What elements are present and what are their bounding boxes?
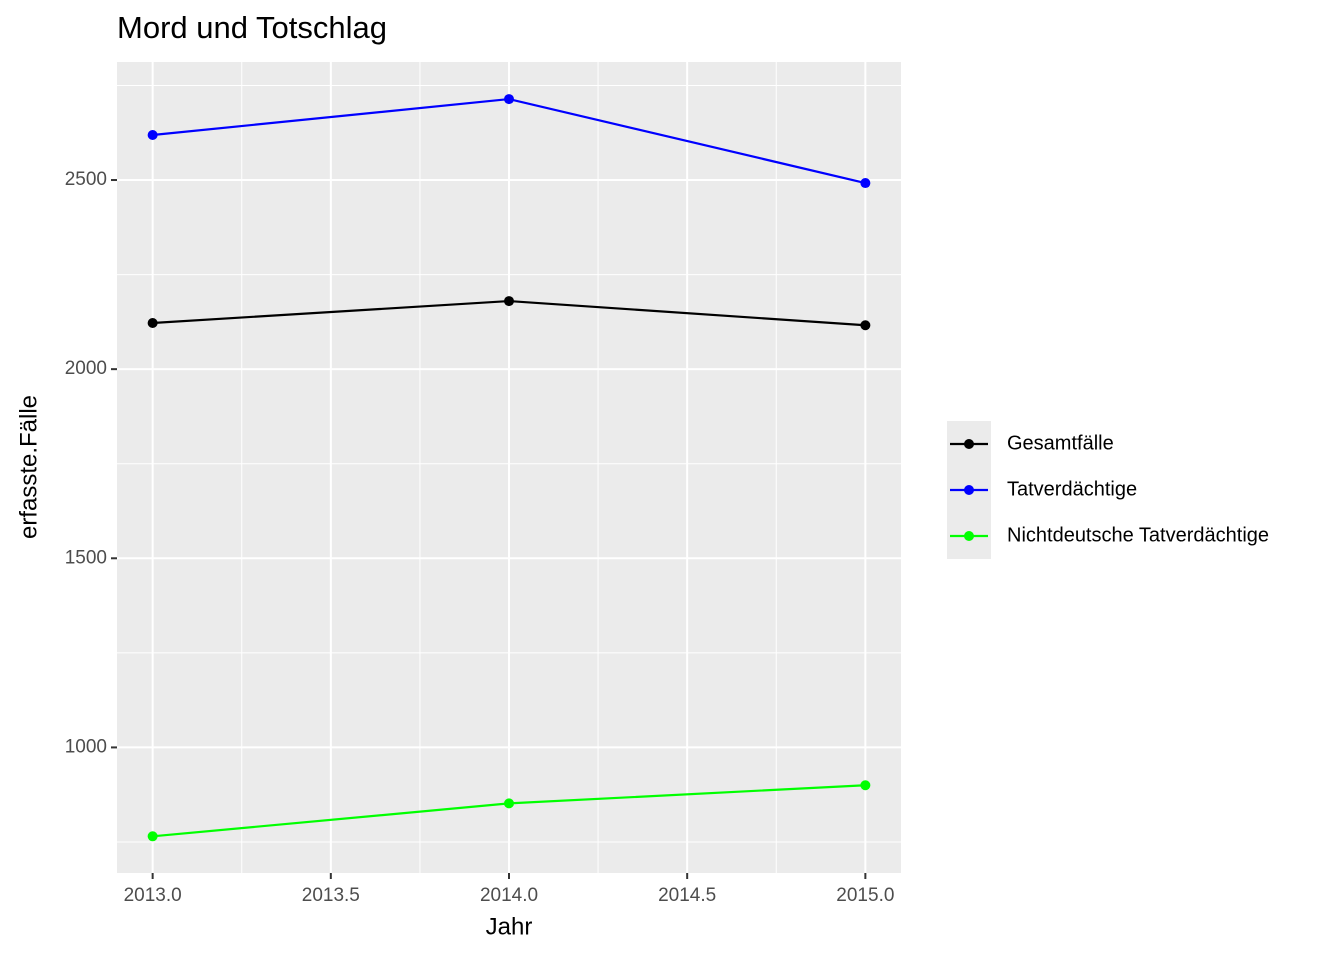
x-tick-label: 2013.5 [302, 885, 360, 906]
y-tick-label: 1500 [65, 547, 107, 568]
legend-key-point [964, 531, 974, 541]
data-point [504, 296, 514, 307]
data-point [147, 130, 158, 141]
data-point [860, 178, 871, 189]
data-point [860, 780, 871, 791]
legend-key-point [964, 485, 974, 495]
legend-label: Gesamtfälle [1007, 432, 1114, 454]
x-axis-title: Jahr [486, 913, 533, 940]
x-tick-label: 2013.0 [124, 885, 182, 906]
x-tick-label: 2015.0 [836, 885, 894, 906]
data-point [860, 320, 871, 331]
x-tick-label: 2014.5 [658, 885, 716, 906]
chart-title: Mord und Totschlag [117, 10, 387, 45]
y-tick-label: 2500 [65, 169, 107, 190]
data-point [147, 318, 158, 329]
x-tick-label: 2014.0 [480, 885, 538, 906]
legend-label: Nichtdeutsche Tatverdächtige [1007, 524, 1269, 546]
data-point [147, 831, 158, 842]
y-tick-label: 1000 [65, 736, 107, 757]
legend-key-point [964, 439, 974, 449]
data-point [504, 798, 514, 809]
data-point [504, 94, 514, 105]
y-axis-title: erfasste.Fälle [15, 395, 42, 539]
y-tick-label: 2000 [65, 358, 107, 379]
legend-label: Tatverdächtige [1007, 478, 1137, 500]
